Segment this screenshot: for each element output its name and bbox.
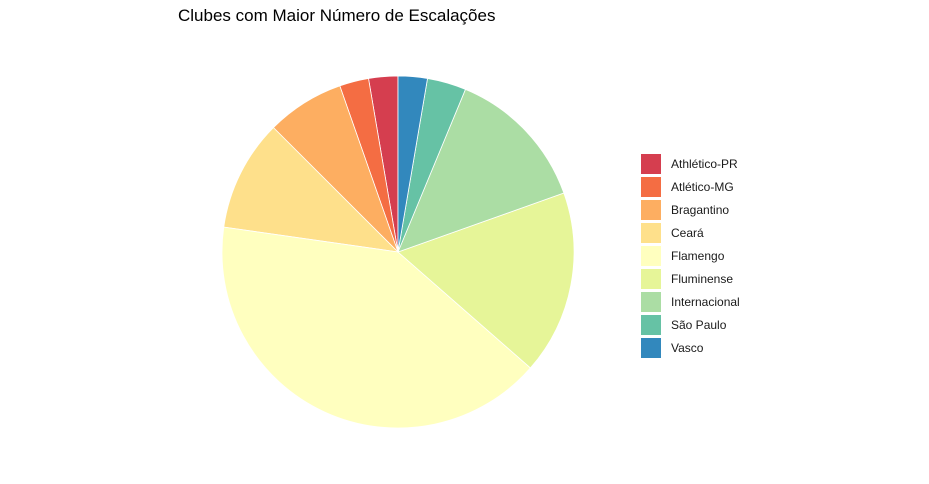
legend-swatch bbox=[641, 337, 661, 358]
legend-swatch bbox=[641, 245, 661, 266]
legend-item: São Paulo bbox=[641, 313, 740, 336]
legend-label: Flamengo bbox=[671, 248, 725, 263]
pie-slice-internacional bbox=[397, 88, 565, 253]
legend-label: São Paulo bbox=[671, 317, 727, 332]
chart-title: Clubes com Maior Número de Escalações bbox=[178, 6, 496, 25]
legend-swatch bbox=[641, 153, 661, 174]
legend-swatch bbox=[641, 176, 661, 197]
legend-item: Bragantino bbox=[641, 198, 740, 221]
legend-item: Vasco bbox=[641, 336, 740, 359]
legend-swatch bbox=[641, 222, 661, 243]
legend-item: Flamengo bbox=[641, 244, 740, 267]
legend-item: Ceará bbox=[641, 221, 740, 244]
legend-label: Bragantino bbox=[671, 202, 730, 217]
legend-swatch bbox=[641, 199, 661, 220]
legend-label: Ceará bbox=[671, 225, 704, 240]
pie-slice-ceara bbox=[223, 127, 400, 253]
pie-slice-vasco bbox=[397, 75, 428, 253]
legend-swatch bbox=[641, 314, 661, 335]
legend-swatch bbox=[641, 291, 661, 312]
legend-item: Fluminense bbox=[641, 267, 740, 290]
legend-label: Fluminense bbox=[671, 271, 734, 286]
legend-label: Vasco bbox=[671, 340, 704, 355]
legend-item: Athlético-PR bbox=[641, 152, 740, 175]
pie-slice-flamengo bbox=[221, 226, 531, 429]
legend: Athlético-PR Atlético-MG Bragantino Ceará Fl… bbox=[641, 152, 740, 359]
legend-item: Internacional bbox=[641, 290, 740, 313]
pie-slices bbox=[221, 75, 575, 429]
legend-label: Athlético-PR bbox=[671, 156, 738, 171]
legend-label: Internacional bbox=[671, 294, 740, 309]
legend-label: Atlético-MG bbox=[671, 179, 734, 194]
legend-swatch bbox=[641, 268, 661, 289]
legend-item: Atlético-MG bbox=[641, 175, 740, 198]
